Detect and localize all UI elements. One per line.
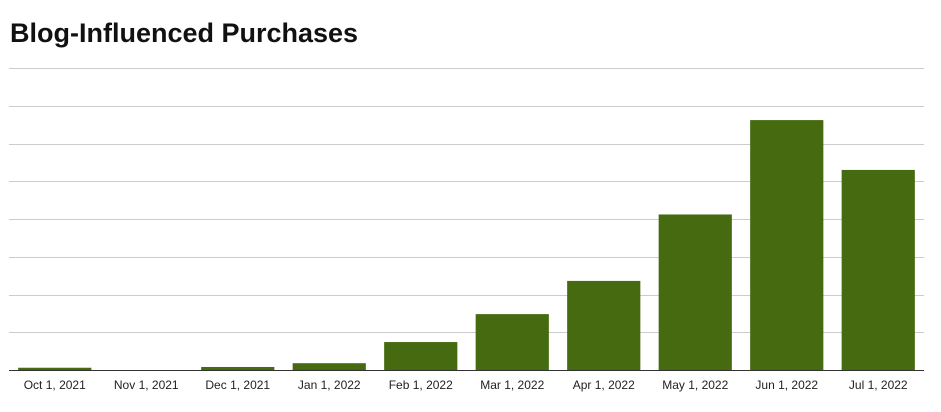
bar-4[interactable] — [384, 342, 458, 370]
bar-0[interactable] — [18, 367, 92, 370]
bar-9[interactable] — [841, 169, 915, 370]
x-tick-label-7: May 1, 2022 — [662, 378, 728, 392]
x-tick-label-8: Jun 1, 2022 — [755, 378, 818, 392]
bar-7[interactable] — [658, 214, 732, 370]
bar-5[interactable] — [475, 314, 549, 370]
bar-8[interactable] — [750, 120, 824, 370]
bar-6[interactable] — [567, 280, 641, 370]
x-tick-label-5: Mar 1, 2022 — [480, 378, 544, 392]
x-tick-label-6: Apr 1, 2022 — [573, 378, 635, 392]
bars — [18, 120, 915, 370]
x-tick-label-9: Jul 1, 2022 — [849, 378, 908, 392]
x-tick-labels: Oct 1, 2021 Nov 1, 2021 Dec 1, 2021 Jan 1, … — [24, 378, 908, 392]
x-tick-label-2: Dec 1, 2021 — [205, 378, 270, 392]
x-tick-label-0: Oct 1, 2021 — [24, 378, 86, 392]
bar-2[interactable] — [201, 366, 275, 370]
x-tick-label-4: Feb 1, 2022 — [389, 378, 453, 392]
chart-title: Blog-Influenced Purchases — [10, 18, 359, 48]
x-tick-label-3: Jan 1, 2022 — [298, 378, 361, 392]
x-tick-label-1: Nov 1, 2021 — [114, 378, 179, 392]
bar-3[interactable] — [292, 363, 366, 370]
gridlines — [9, 68, 924, 333]
